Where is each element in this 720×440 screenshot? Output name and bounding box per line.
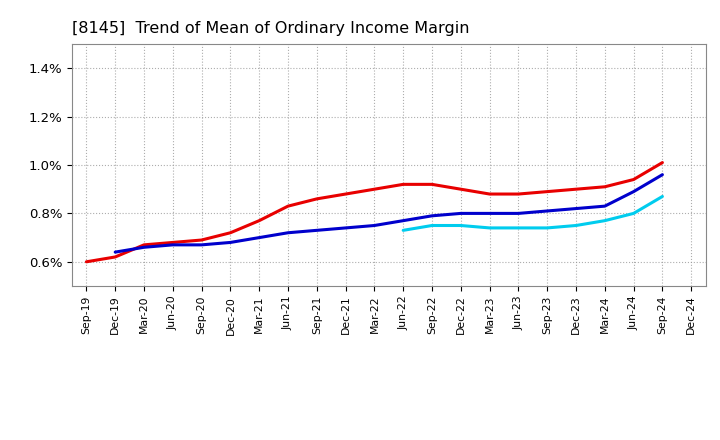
3 Years bbox=[543, 189, 552, 194]
3 Years bbox=[428, 182, 436, 187]
7 Years bbox=[600, 218, 609, 223]
7 Years bbox=[485, 225, 494, 231]
5 Years bbox=[111, 249, 120, 255]
3 Years bbox=[370, 187, 379, 192]
5 Years bbox=[370, 223, 379, 228]
3 Years bbox=[514, 191, 523, 197]
3 Years bbox=[197, 238, 206, 243]
Text: [8145]  Trend of Mean of Ordinary Income Margin: [8145] Trend of Mean of Ordinary Income … bbox=[72, 21, 469, 36]
5 Years bbox=[255, 235, 264, 240]
5 Years bbox=[312, 228, 321, 233]
7 Years bbox=[658, 194, 667, 199]
3 Years bbox=[82, 259, 91, 264]
5 Years bbox=[600, 203, 609, 209]
7 Years bbox=[456, 223, 465, 228]
5 Years bbox=[341, 225, 350, 231]
3 Years bbox=[600, 184, 609, 189]
3 Years bbox=[456, 187, 465, 192]
3 Years bbox=[111, 254, 120, 260]
3 Years bbox=[341, 191, 350, 197]
7 Years bbox=[399, 228, 408, 233]
3 Years bbox=[312, 196, 321, 202]
5 Years bbox=[572, 206, 580, 211]
5 Years bbox=[485, 211, 494, 216]
5 Years bbox=[514, 211, 523, 216]
5 Years bbox=[226, 240, 235, 245]
3 Years bbox=[284, 203, 292, 209]
5 Years bbox=[629, 189, 638, 194]
3 Years bbox=[485, 191, 494, 197]
3 Years bbox=[572, 187, 580, 192]
3 Years bbox=[658, 160, 667, 165]
7 Years bbox=[629, 211, 638, 216]
3 Years bbox=[226, 230, 235, 235]
7 Years bbox=[572, 223, 580, 228]
5 Years bbox=[658, 172, 667, 177]
7 Years bbox=[428, 223, 436, 228]
Line: 7 Years: 7 Years bbox=[403, 196, 662, 231]
3 Years bbox=[629, 177, 638, 182]
Line: 3 Years: 3 Years bbox=[86, 162, 662, 262]
3 Years bbox=[140, 242, 148, 247]
5 Years bbox=[140, 245, 148, 250]
Line: 5 Years: 5 Years bbox=[115, 175, 662, 252]
5 Years bbox=[456, 211, 465, 216]
3 Years bbox=[168, 240, 177, 245]
5 Years bbox=[428, 213, 436, 218]
3 Years bbox=[399, 182, 408, 187]
7 Years bbox=[543, 225, 552, 231]
5 Years bbox=[284, 230, 292, 235]
5 Years bbox=[168, 242, 177, 247]
5 Years bbox=[197, 242, 206, 247]
5 Years bbox=[399, 218, 408, 223]
5 Years bbox=[543, 209, 552, 214]
3 Years bbox=[255, 218, 264, 223]
7 Years bbox=[514, 225, 523, 231]
